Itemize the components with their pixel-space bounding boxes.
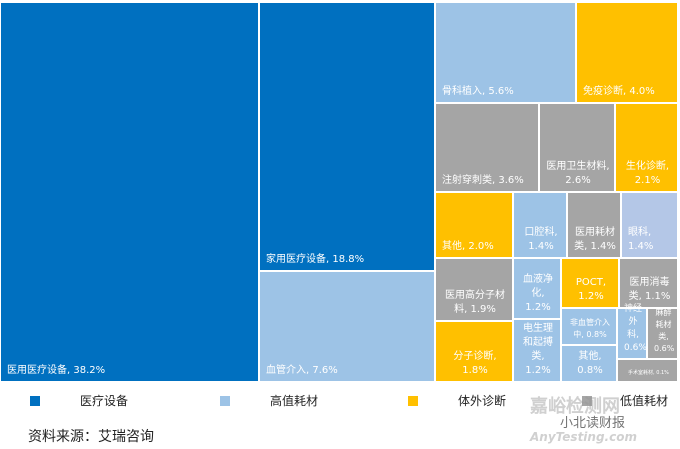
treemap-cell: 眼科, 1.4% (621, 192, 678, 258)
treemap-cell: 其他, 2.0% (435, 192, 513, 258)
cell-label: POCT, 1.2% (575, 277, 607, 302)
cell-label: 麻醉耗材类, 0.6% (654, 308, 675, 353)
treemap-cell: 注射穿刺类, 3.6% (435, 103, 539, 192)
cell-label: 其他, 2.0% (442, 241, 494, 252)
treemap-cell: 家用医疗设备, 18.8% (259, 2, 435, 271)
treemap-cell: 血管介入, 7.6% (259, 271, 435, 382)
legend-label: 体外诊断 (458, 394, 507, 408)
treemap-cell: 分子诊断, 1.8% (435, 321, 513, 382)
legend-label: 低值耗材 (620, 394, 669, 408)
legend-swatch (582, 395, 592, 406)
cell-label: 非血管介入中, 0.8% (570, 318, 610, 339)
watermark: 嘉峪检测网 (530, 396, 620, 417)
cell-label: 生化诊断, 2.1% (625, 161, 670, 186)
cell-label: 血液净化, 1.2% (523, 274, 553, 313)
cell-label: 医用耗材类, 1.4% (574, 227, 616, 252)
cell-label: 注射穿刺类, 3.6% (442, 175, 524, 186)
treemap-cell: 医用耗材类, 1.4% (567, 192, 621, 258)
treemap-cell: 生化诊断, 2.1% (615, 103, 678, 192)
legend-item: 体外诊断 (408, 392, 506, 409)
cell-label: 电生理和起搏类, 1.2% (523, 323, 553, 376)
legend-item: 高值耗材 (220, 392, 318, 409)
cell-label: 其他, 0.8% (577, 351, 603, 376)
treemap-cell: 口腔科, 1.4% (513, 192, 567, 258)
legend-item: 医疗设备 (30, 392, 128, 409)
legend-swatch (408, 395, 418, 406)
legend-label: 高值耗材 (270, 394, 319, 408)
watermark: 小北读财报 (560, 416, 626, 431)
cell-label: 免疫诊断, 4.0% (583, 86, 655, 97)
treemap-cell: 非血管介入中, 0.8% (561, 308, 617, 345)
cell-label: 血管介入, 7.6% (266, 365, 338, 376)
cell-label: 口腔科, 1.4% (524, 227, 558, 252)
watermark: AnyTesting.com (530, 430, 637, 444)
treemap-cell: 医用消毒类, 1.1% (619, 258, 678, 308)
treemap-cell: POCT, 1.2% (561, 258, 619, 308)
treemap: 医用医疗设备, 38.2% 家用医疗设备, 18.8% 血管介入, 7.6% 骨科植入… (0, 2, 678, 382)
cell-label: 手术室耗材, 0.1% (628, 370, 669, 376)
cell-label: 医用医疗设备, 38.2% (7, 365, 106, 376)
source-note: 资料来源：艾瑞咨询 (28, 429, 154, 445)
treemap-cell: 电生理和起搏类, 1.2% (513, 319, 561, 382)
treemap-cell: 医用医疗设备, 38.2% (0, 2, 259, 382)
treemap-cell: 其他, 0.8% (561, 345, 617, 382)
legend: 医疗设备 高值耗材 体外诊断 低值耗材 (0, 392, 680, 412)
cell-label: 家用医疗设备, 18.8% (266, 254, 365, 265)
cell-label: 分子诊断, 1.8% (453, 351, 497, 376)
legend-swatch (220, 395, 230, 406)
cell-label: 眼科, 1.4% (628, 227, 654, 252)
legend-label: 医疗设备 (80, 394, 129, 408)
cell-label: 神经外科, 0.6% (624, 304, 647, 353)
legend-swatch (30, 395, 40, 406)
cell-label: 骨科植入, 5.6% (442, 86, 514, 97)
treemap-cell: 医用卫生材料, 2.6% (539, 103, 615, 192)
treemap-cell: 医用高分子材料, 1.9% (435, 258, 513, 321)
cell-label: 医用卫生材料, 2.6% (546, 161, 610, 186)
treemap-cell: 骨科植入, 5.6% (435, 2, 576, 103)
treemap-cell: 免疫诊断, 4.0% (576, 2, 678, 103)
treemap-cell: 血液净化, 1.2% (513, 258, 561, 319)
treemap-cell: 手术室耗材, 0.1% (617, 359, 678, 382)
cell-label: 医用高分子材料, 1.9% (445, 290, 505, 315)
cell-label: 医用消毒类, 1.1% (628, 277, 671, 302)
treemap-cell: 神经外科, 0.6% (617, 304, 647, 359)
treemap-cell: 麻醉耗材类, 0.6% (647, 308, 678, 359)
legend-item: 低值耗材 (582, 392, 668, 409)
